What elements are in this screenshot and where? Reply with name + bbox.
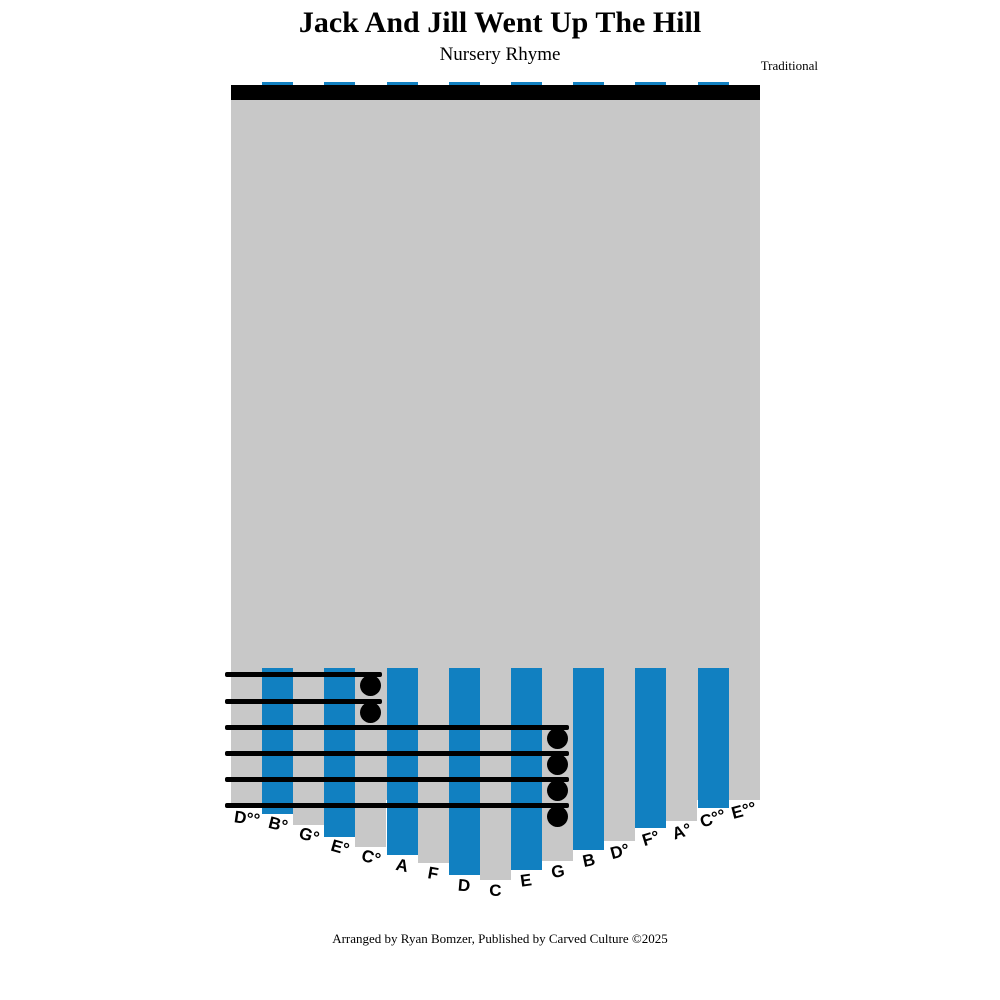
note-line-5 [225,803,569,808]
tine-label-11: B [580,849,597,872]
tine-label-15: C°° [697,805,729,832]
page-subtitle: Nursery Rhyme [439,44,561,65]
tine-label-5: A [394,854,411,877]
tine-label-3: E° [328,835,352,860]
tine-top-nub-3 [324,82,356,85]
note-line-3 [225,751,569,756]
tine-blue-9 [510,668,542,870]
tine-top-nub-15 [697,82,729,85]
tine-blue-5 [386,668,418,855]
tine-gray-6 [417,800,449,863]
tine-top-nub-5 [386,82,418,85]
tine-label-9: E [519,870,534,891]
note-line-2 [225,725,569,730]
tine-gray-12 [604,800,636,841]
footer-credit: Arranged by Ryan Bomzer, Published by Ca… [332,931,668,946]
tine-blue-7 [448,668,480,875]
note-dot-0-C° [360,675,382,696]
tine-gray-8 [479,800,511,880]
tine-top-nub-11 [573,82,605,85]
tine-label-6: F [426,863,440,884]
note-dot-4-G [547,780,569,801]
bridge-bar [231,85,760,100]
note-line-1 [225,699,382,704]
note-dot-2-G [547,728,569,749]
tab-background [231,100,760,800]
tine-label-12: D° [607,839,632,864]
note-dot-1-C° [360,702,382,723]
tine-label-8: C [489,881,502,900]
tine-label-16: E°° [729,798,759,823]
tine-label-2: G° [296,823,322,848]
note-dot-3-G [547,754,569,775]
tine-label-10: G [549,861,566,883]
tine-top-nub-13 [635,82,667,85]
tine-blue-13 [635,668,667,828]
tine-blue-15 [697,668,729,808]
tine-top-nub-1 [262,82,294,85]
tine-gray-14 [666,800,698,821]
tine-label-4: C° [359,845,383,870]
tine-top-nub-9 [510,82,542,85]
tine-label-0: D°° [232,807,261,830]
tine-blue-11 [573,668,605,850]
note-line-0 [225,672,382,677]
tine-blue-1 [262,668,294,814]
note-line-4 [225,777,569,782]
credit-label: Traditional [760,58,818,73]
page-title: Jack And Jill Went Up The Hill [298,6,702,39]
tine-label-13: F° [639,826,662,851]
tine-label-7: D [457,875,472,896]
tine-label-1: B° [266,812,290,837]
note-dot-5-G [547,806,569,827]
tine-top-nub-7 [448,82,480,85]
tine-label-14: A° [669,819,694,844]
